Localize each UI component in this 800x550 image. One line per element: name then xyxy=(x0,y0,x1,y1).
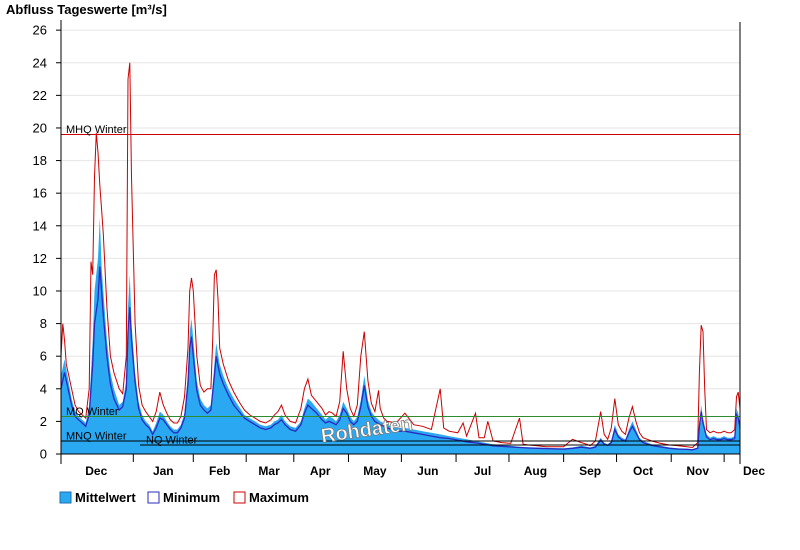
y-tick-label: 22 xyxy=(33,88,47,103)
y-tick-label: 4 xyxy=(40,381,47,396)
y-tick-label: 8 xyxy=(40,316,47,331)
series-mean-area xyxy=(61,217,740,454)
month-label: Jan xyxy=(153,464,174,478)
legend: Mittelwert Minimum Maximum xyxy=(59,490,309,505)
month-label: Jul xyxy=(474,464,491,478)
month-label: Mar xyxy=(258,464,280,478)
y-tick-label: 26 xyxy=(33,23,47,38)
y-tick-label: 10 xyxy=(33,283,47,298)
y-tick-label: 2 xyxy=(40,414,47,429)
y-tick-label: 12 xyxy=(33,251,47,266)
series-layer xyxy=(60,62,741,454)
month-label: Jun xyxy=(417,464,438,478)
legend-label-max: Maximum xyxy=(249,490,309,505)
month-label: Feb xyxy=(209,464,230,478)
grid-lines xyxy=(61,29,740,422)
month-label: Apr xyxy=(310,464,331,478)
month-label: Dec xyxy=(85,464,107,478)
ref-label-mnq-winter: MNQ Winter xyxy=(66,430,127,442)
legend-swatch-min xyxy=(147,491,160,504)
legend-item-mean[interactable]: Mittelwert xyxy=(59,490,136,505)
y-tick-label: 0 xyxy=(40,447,47,462)
month-label: Dec xyxy=(743,464,765,478)
y-tick-label: 6 xyxy=(40,349,47,364)
month-label: Aug xyxy=(524,464,547,478)
legend-label-mean: Mittelwert xyxy=(75,490,136,505)
ref-label-mq-winter: MQ Winter xyxy=(66,406,119,418)
legend-swatch-max xyxy=(233,491,246,504)
legend-label-min: Minimum xyxy=(163,490,220,505)
chart-title: Abfluss Tageswerte [m³/s] xyxy=(6,2,167,17)
reference-lines: MHQ Winter MQ Winter MNQ Winter NQ Winter xyxy=(61,124,740,447)
y-tick-label: 16 xyxy=(33,186,47,201)
month-label: Nov xyxy=(686,464,709,478)
series-max-line xyxy=(60,62,741,449)
y-tick-label: 24 xyxy=(33,55,47,70)
legend-item-max[interactable]: Maximum xyxy=(233,490,309,505)
axes xyxy=(56,20,741,464)
legend-item-min[interactable]: Minimum xyxy=(147,490,220,505)
y-tick-label: 14 xyxy=(33,218,47,233)
month-label: May xyxy=(363,464,387,478)
y-tick-label: 18 xyxy=(33,153,47,168)
ref-label-mhq-winter: MHQ Winter xyxy=(66,124,127,136)
ref-label-nq-winter: NQ Winter xyxy=(146,435,198,447)
series-min-line xyxy=(60,266,741,451)
month-label: Sep xyxy=(579,464,601,478)
month-label: Oct xyxy=(633,464,653,478)
month-tick-labels: Dec Jan Feb Mar Apr May Jun Jul Aug Sep Oct Nov Dec xyxy=(85,464,765,478)
y-tick-label: 20 xyxy=(33,120,47,135)
legend-swatch-mean xyxy=(59,491,72,504)
